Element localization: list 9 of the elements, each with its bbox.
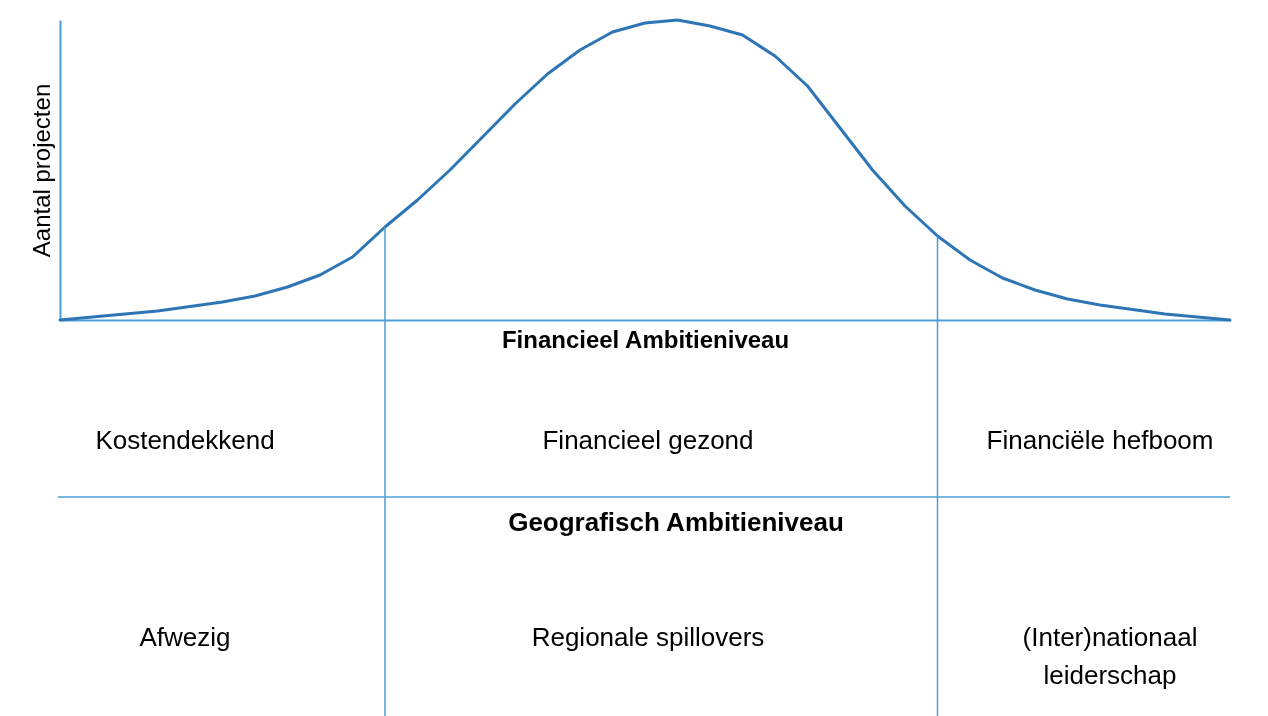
text: Financieel gezond [542,425,754,455]
y-axis-title: Aantal projecten [27,83,55,258]
x-axis-title: Financieel Ambitieniveau [501,325,790,353]
text: Kostendekkend [95,425,275,455]
text: Financiële hefboom [986,425,1214,455]
text: Regionale spillovers [531,622,765,652]
text: (Inter)nationaal leiderschap [1022,622,1198,690]
text: Afwezig [139,622,231,652]
text: Geografisch Ambitieniveau [508,507,844,537]
